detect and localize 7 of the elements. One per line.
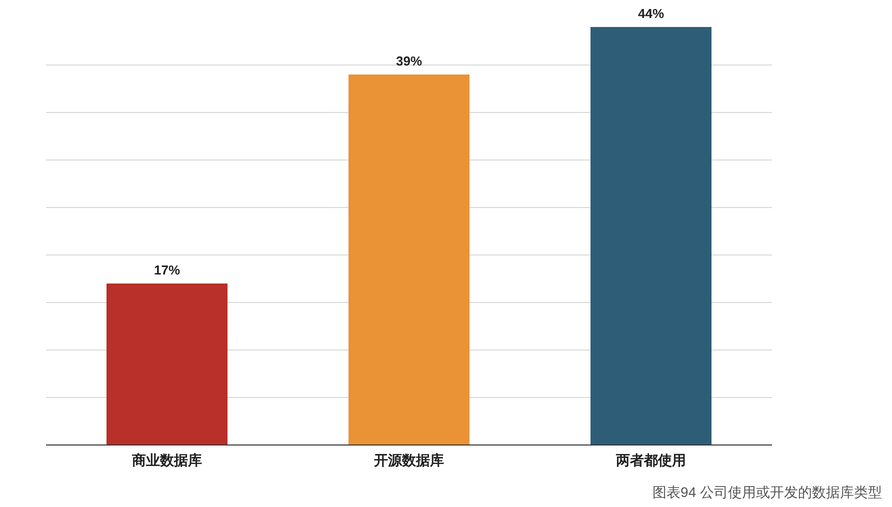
- data-label: 17%: [154, 262, 180, 278]
- data-label: 39%: [396, 54, 422, 68]
- x-tick-label: 开源数据库: [373, 452, 444, 468]
- data-label: 44%: [638, 6, 664, 21]
- x-tick-label: 商业数据库: [131, 452, 202, 468]
- x-tick-label: 两者都使用: [615, 452, 686, 468]
- text: 图表94 公司使用或开发的数据库类型: [652, 484, 882, 500]
